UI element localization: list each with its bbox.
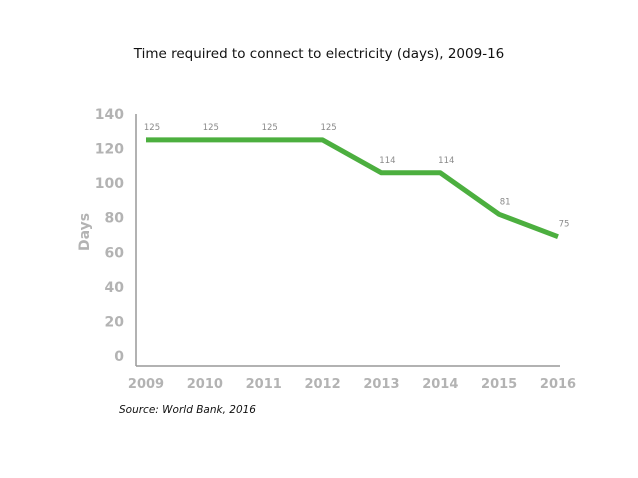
y-axis-title: Days [77,213,93,251]
y-tick-label: 140 [95,107,124,123]
x-tick-label: 2015 [481,377,517,392]
y-tick-label: 60 [105,245,125,261]
y-tick-label: 0 [114,349,124,365]
x-tick-labels: 2009 2010 2011 2012 2013 2014 2015 2016 [128,377,576,392]
data-label: 125 [144,123,160,133]
y-axis-title-group: Days [77,213,93,251]
x-tick-label: 2014 [422,377,458,392]
x-tick-label: 2016 [540,377,576,392]
data-label: 125 [262,123,278,133]
x-tick-label: 2013 [363,377,399,392]
y-tick-label: 120 [95,142,124,158]
y-tick-label: 20 [105,314,125,330]
data-label: 125 [203,123,219,133]
x-tick-label: 2012 [304,377,340,392]
x-tick-label: 2010 [187,377,223,392]
chart-title: Time required to connect to electricity … [133,46,505,62]
source-note: Source: World Bank, 2016 [119,404,256,416]
data-label: 125 [320,123,336,133]
x-tick-label: 2011 [246,377,282,392]
data-label: 81 [500,197,511,207]
x-tick-label: 2009 [128,377,164,392]
y-tick-label: 80 [105,211,125,227]
y-tick-labels: 0 20 40 60 80 100 120 140 [95,107,124,365]
y-tick-label: 100 [95,176,124,192]
data-label-group: 125 125 125 125 114 114 81 75 [144,123,570,230]
data-label: 114 [379,156,395,166]
data-label: 75 [559,220,570,230]
series-group [145,137,559,240]
data-label: 114 [438,156,454,166]
y-tick-label: 40 [105,280,125,296]
series-line [146,137,559,240]
